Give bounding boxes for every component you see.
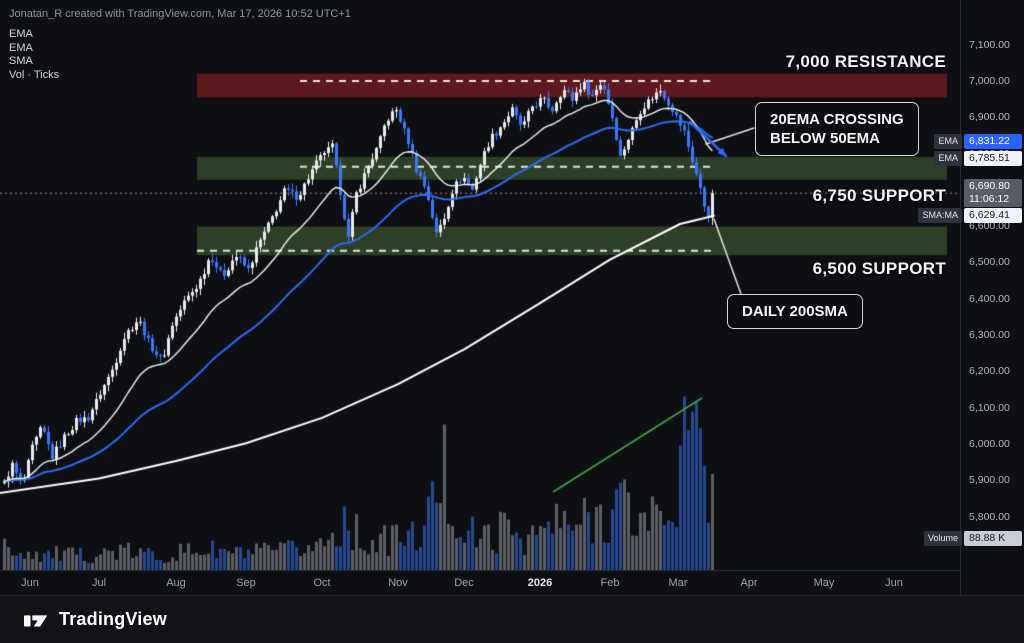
ema20-price-badge: EMA 6,785.51 bbox=[934, 150, 1022, 166]
price-axis-label: 7,100.00 bbox=[969, 38, 1010, 51]
price-axis-label: 6,500.00 bbox=[969, 256, 1010, 269]
time-axis-label: Oct bbox=[313, 577, 331, 589]
price-chart-canvas[interactable] bbox=[0, 0, 960, 570]
ema-crossing-callout-line2: BELOW 50EMA bbox=[770, 130, 881, 147]
last-price-badge: 6,690.80 11:06:12 bbox=[964, 179, 1022, 208]
price-axis-label: 5,900.00 bbox=[969, 474, 1010, 487]
price-axis-label: 7,000.00 bbox=[969, 74, 1010, 87]
daily-200sma-callout-text: DAILY 200SMA bbox=[742, 303, 848, 320]
support-6750-label[interactable]: 6,750 SUPPORT bbox=[812, 186, 946, 205]
legend-item-ema50[interactable]: EMA bbox=[9, 41, 33, 54]
ema-crossing-callout-line1: 20EMA CROSSING bbox=[770, 111, 904, 128]
volume-value-badge-value: 88.88 K bbox=[964, 531, 1022, 546]
price-axis-label: 6,200.00 bbox=[969, 365, 1010, 378]
last-price-badge-countdown: 11:06:12 bbox=[969, 193, 1010, 206]
support-6500-label[interactable]: 6,500 SUPPORT bbox=[812, 259, 946, 278]
legend-item-volume[interactable]: Vol · Ticks bbox=[9, 68, 60, 81]
price-axis-label: 6,100.00 bbox=[969, 401, 1010, 414]
last-price-badge-value: 6,690.80 11:06:12 bbox=[964, 179, 1022, 208]
legend-item-ema20[interactable]: EMA bbox=[9, 28, 33, 40]
legend-item-sma200[interactable]: SMA bbox=[9, 55, 33, 67]
time-axis-label: Jun bbox=[21, 577, 39, 589]
resistance-7000-label[interactable]: 7,000 RESISTANCE bbox=[785, 52, 946, 71]
ema-crossing-callout[interactable]: 20EMA CROSSING BELOW 50EMA bbox=[755, 102, 919, 156]
time-axis-label: May bbox=[813, 577, 835, 589]
time-axis[interactable]: Jun Jul Aug Sep Oct Nov Dec 2026 Feb Mar Apr May Jun bbox=[0, 570, 960, 595]
tradingview-logo-icon bbox=[24, 614, 48, 626]
time-axis-label: Sep bbox=[236, 577, 256, 589]
ema50-price-badge-name: EMA bbox=[934, 134, 962, 150]
time-axis-label: Apr bbox=[740, 577, 758, 589]
price-axis-label: 6,000.00 bbox=[969, 438, 1010, 451]
time-axis-label-year: 2026 bbox=[527, 577, 553, 589]
ema50-price-badge: EMA 6,831.22 bbox=[934, 134, 1022, 150]
ema20-price-badge-value: 6,785.51 bbox=[964, 150, 1022, 166]
price-axis-label: 5,800.00 bbox=[969, 510, 1010, 523]
price-axis-label: 6,600.00 bbox=[969, 220, 1010, 233]
chart-attribution: Jonatan_R created with TradingView.com, … bbox=[9, 8, 351, 20]
time-axis-label: Jun bbox=[885, 577, 903, 589]
sma200-price-badge: SMA:MA 6,629.41 bbox=[918, 207, 1022, 223]
ema20-price-badge-name: EMA bbox=[934, 150, 962, 166]
time-axis-label: Nov bbox=[388, 577, 408, 589]
price-axis-label: 6,900.00 bbox=[969, 111, 1010, 124]
volume-value-badge-name: Volume bbox=[923, 531, 962, 546]
time-axis-label: Feb bbox=[600, 577, 620, 589]
time-axis-label: Dec bbox=[454, 577, 474, 589]
tradingview-wordmark: TradingView bbox=[59, 609, 167, 629]
time-axis-label: Mar bbox=[668, 577, 688, 589]
daily-200sma-callout[interactable]: DAILY 200SMA bbox=[727, 294, 863, 329]
time-axis-label: Jul bbox=[91, 577, 107, 589]
chart-pane: Jonatan_R created with TradingView.com, … bbox=[0, 0, 960, 570]
volume-value-badge: Volume 88.88 K bbox=[923, 531, 1022, 546]
chart-legend: Jonatan_R created with TradingView.com, … bbox=[9, 8, 351, 82]
sma200-price-badge-name: SMA:MA bbox=[918, 207, 962, 223]
sma200-price-badge-value: 6,629.41 bbox=[964, 207, 1022, 223]
ema50-price-badge-value: 6,831.22 bbox=[964, 134, 1022, 150]
price-axis-label: 6,400.00 bbox=[969, 292, 1010, 305]
price-axis-label: 6,300.00 bbox=[969, 329, 1010, 342]
bottom-toolbar: TradingView bbox=[0, 595, 1024, 643]
time-axis-label: Aug bbox=[166, 577, 186, 589]
price-axis[interactable]: 7,100.007,000.006,900.006,800.006,700.00… bbox=[960, 0, 1024, 595]
